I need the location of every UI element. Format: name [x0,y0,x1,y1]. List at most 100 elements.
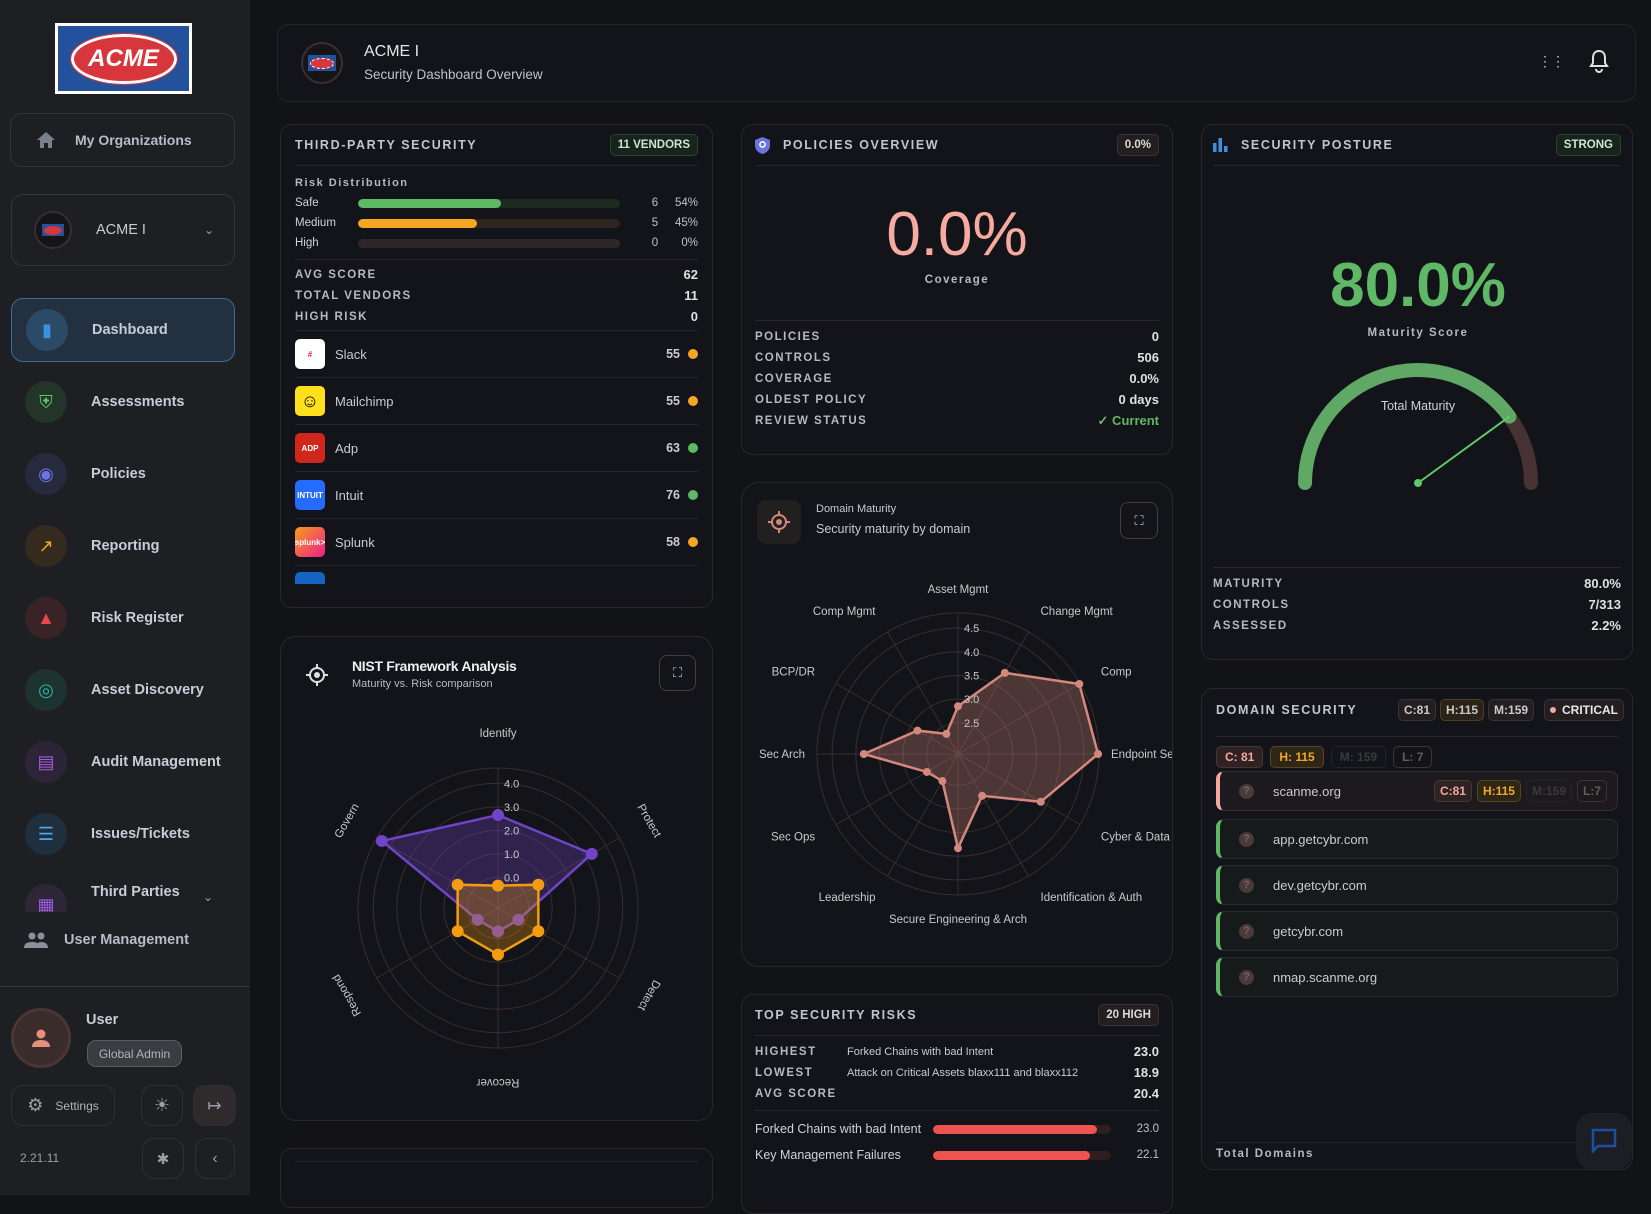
risk-bar-row[interactable]: Key Management Failures 22.1 [755,1142,1159,1168]
user-avatar[interactable] [11,1008,71,1068]
stat-label: Controls [1213,598,1290,611]
security-posture-card: Security Posture STRONG 80.0% Maturity S… [1201,124,1633,660]
vendor-row[interactable]: splunk> Splunk 58 [295,519,698,566]
sidebar-item-asset-discovery[interactable]: ◎ Asset Discovery [11,658,235,722]
risk-score: 18.9 [1133,1065,1159,1080]
domain-maturity-subtitle: Security maturity by domain [816,522,971,536]
warning-icon: ▲ [25,597,67,639]
version-label: 2.21.11 [20,1151,60,1165]
vendor-row[interactable]: ☺ Mailchimp 55 [295,378,698,425]
sidebar-item-label: Risk Register [91,610,184,626]
stat-row: Review Status ✓ Current [755,410,1159,431]
stat-row: Controls 506 [755,347,1159,368]
target-icon [757,500,801,544]
sidebar-item-assessments[interactable]: ⛨ Assessments [11,370,235,434]
my-organizations-button[interactable]: My Organizations [10,113,235,167]
series-2-point [492,879,504,892]
logout-icon: ↦ [207,1095,222,1115]
risk-name: Attack on Critical Assets blaxx111 and b… [847,1066,1079,1079]
domain-name: app.getcybr.com [1273,831,1369,847]
axis-label: Change Mgmt [1041,606,1114,618]
settings-button[interactable]: ⚙ Settings [11,1085,115,1126]
acme-logo[interactable]: ACME [55,23,192,94]
user-name: User [86,1012,119,1028]
risk-name: Forked Chains with bad Intent [755,1122,922,1136]
axis-spoke [835,683,959,755]
vendor-name: Adp [335,440,359,456]
axis-label: Comp [1101,667,1132,679]
apps-grid-icon[interactable]: ⋮⋮ [1538,53,1565,69]
vendor-row[interactable]: ADP Adp 63 [295,425,698,472]
risk-distribution-row: Safe 6 54% [295,193,698,213]
axis-spoke [887,753,959,877]
org-name: ACME I [96,222,146,238]
domain-row[interactable]: ? scanme.org C:81 H:115 M:159 L:7 [1216,771,1618,811]
card-title: Top Security Risks [755,1008,918,1022]
series-2-point [492,948,504,961]
tick-label: 3.5 [964,670,979,682]
series-1-point [512,913,525,926]
user-management-label: User Management [64,932,189,948]
chat-button[interactable] [1576,1113,1632,1169]
sidebar-item-dashboard[interactable]: ▮ Dashboard [11,298,235,362]
series-1-point [1036,797,1045,806]
series-2-area [456,883,540,957]
collapse-sidebar-button[interactable]: ‹ [195,1138,235,1179]
nist-title: NIST Framework Analysis [352,658,517,674]
risk-score: 22.1 [1136,1149,1159,1161]
domain-name: getcybr.com [1273,923,1344,939]
sidebar-item-audit-management[interactable]: ▤ Audit Management [11,730,235,794]
notifications-bell-icon[interactable] [1588,49,1610,78]
vendor-row[interactable]: INTUIT Intuit 76 [295,472,698,519]
risk-summary-row: Lowest Attack on Critical Assets blaxx111… [755,1062,1159,1083]
high-risk-badge: 20 HIGH [1098,1004,1159,1026]
risk-percent: 54% [674,197,698,209]
user-management-link[interactable]: User Management [24,932,189,948]
logout-button[interactable]: ↦ [193,1085,236,1126]
high-tag: H:115 [1476,780,1521,802]
expand-button[interactable]: ⛶ [1120,502,1158,539]
stat-label: Total Vendors [295,289,412,302]
axis-label: Secure Engineering & Arch [889,914,1027,926]
vendor-score: 55 [666,347,680,361]
settings-label: Settings [55,1098,99,1113]
axis-label: Govern [333,802,362,841]
theme-toggle-button[interactable]: ☀ [141,1085,183,1126]
vendor-logo [295,572,325,584]
coverage-badge: 0.0% [1116,134,1159,156]
stat-label: High Risk [295,310,368,323]
axis-label: BCP/DR [772,667,815,679]
stat-value: 506 [1137,350,1159,365]
vendor-row[interactable]: # Slack 55 [295,331,698,378]
risk-bar [933,1150,1111,1160]
sidebar-item-issues-tickets[interactable]: ☰ Issues/Tickets [11,802,235,866]
organization-selector[interactable]: ACME I ⌄ [11,194,235,266]
risk-bar-row[interactable]: Forked Chains with bad Intent 23.0 [755,1116,1159,1142]
sidebar-item-risk-register[interactable]: ▲ Risk Register [11,586,235,650]
sidebar-item-label: Dashboard [92,322,168,338]
series-2-point [532,925,545,938]
help-icon: ? [1239,877,1254,893]
org-logo [301,42,343,84]
sidebar-item-reporting[interactable]: ↗ Reporting [11,514,235,578]
target-icon [305,663,329,692]
high-count-badge: H:115 [1440,699,1485,721]
domain-row[interactable]: ? nmap.scanme.org [1216,957,1618,997]
sidebar-item-policies[interactable]: ◉ Policies [11,442,235,506]
vendor-logo: ADP [295,433,325,463]
domain-row[interactable]: ? getcybr.com [1216,911,1618,951]
domain-row[interactable]: ? app.getcybr.com [1216,819,1618,859]
risk-level-label: High [295,237,319,249]
stat-row: Total Vendors 11 [295,285,698,306]
axis-spoke [957,753,1029,877]
bug-report-button[interactable]: ✱ [142,1138,184,1179]
policies-overview-card: Policies Overview 0.0% 0.0% Coverage Pol… [741,124,1173,455]
domain-row[interactable]: ? dev.getcybr.com [1216,865,1618,905]
bug-icon: ✱ [156,1150,170,1168]
gauge-label: Total Maturity [1381,399,1456,413]
axis-spoke [957,631,1029,755]
expand-button[interactable]: ⛶ [659,655,696,691]
axis-label: Cyber & Data Protect Gov [1101,832,1173,844]
sidebar-item-third-parties[interactable]: ▦ Third Parties ⌄ [11,874,235,912]
axis-label: Identification & Auth [1041,892,1143,904]
